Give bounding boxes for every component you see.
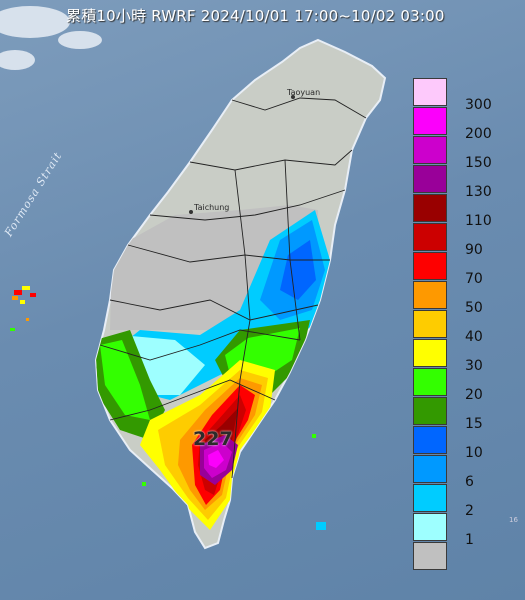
legend-swatch bbox=[413, 252, 447, 280]
legend-swatch bbox=[413, 484, 447, 512]
legend-swatch bbox=[413, 194, 447, 222]
offshore-rain-specks bbox=[10, 286, 326, 530]
rain-6-10mm-area bbox=[280, 240, 316, 300]
legend-swatch bbox=[413, 513, 447, 541]
legend-label: 300 bbox=[465, 97, 492, 113]
legend-swatch bbox=[413, 368, 447, 396]
legend-swatch bbox=[413, 136, 447, 164]
rainfall-legend: 300 200 150 130 110 90 70 50 40 30 20 15 10 6 2 1 bbox=[413, 78, 513, 572]
rain-20-30mm-area bbox=[100, 340, 150, 420]
taoyuan-dot bbox=[291, 95, 295, 99]
rain-200-300mm-area bbox=[208, 450, 224, 468]
legend-label: 130 bbox=[465, 184, 492, 200]
legend-label: 20 bbox=[465, 387, 483, 403]
legend-swatch bbox=[413, 542, 447, 570]
legend-swatch bbox=[413, 397, 447, 425]
cloud-cover bbox=[0, 6, 102, 70]
edge-label: 16 bbox=[509, 516, 518, 524]
legend-swatch bbox=[413, 107, 447, 135]
legend-swatch bbox=[413, 310, 447, 338]
max-rainfall-label: 227 bbox=[193, 428, 233, 450]
legend-label: 150 bbox=[465, 155, 492, 171]
legend-label: 50 bbox=[465, 300, 483, 316]
rainfall-overlay bbox=[96, 205, 330, 530]
legend-label: 15 bbox=[465, 416, 483, 432]
legend-label: 1 bbox=[465, 532, 474, 548]
taichung-dot bbox=[189, 210, 193, 214]
legend-swatch bbox=[413, 165, 447, 193]
legend-swatch bbox=[413, 339, 447, 367]
county-boundaries bbox=[99, 97, 367, 479]
legend-label: 200 bbox=[465, 126, 492, 142]
legend-swatch bbox=[413, 426, 447, 454]
legend-label: 110 bbox=[465, 213, 492, 229]
map-title: 累積10小時 RWRF 2024/10/01 17:00~10/02 03:00 bbox=[66, 7, 445, 25]
legend-label: 6 bbox=[465, 474, 474, 490]
legend-label: 30 bbox=[465, 358, 483, 374]
legend-swatch bbox=[413, 455, 447, 483]
place-label-taoyuan: Taoyuan bbox=[287, 88, 321, 97]
legend-label: 2 bbox=[465, 503, 474, 519]
legend-label: 10 bbox=[465, 445, 483, 461]
legend-label: 40 bbox=[465, 329, 483, 345]
legend-swatch bbox=[413, 281, 447, 309]
place-label-taichung: Taichung bbox=[194, 203, 230, 212]
legend-label: 90 bbox=[465, 242, 483, 258]
legend-swatch bbox=[413, 223, 447, 251]
legend-label: 70 bbox=[465, 271, 483, 287]
legend-swatch bbox=[413, 78, 447, 106]
